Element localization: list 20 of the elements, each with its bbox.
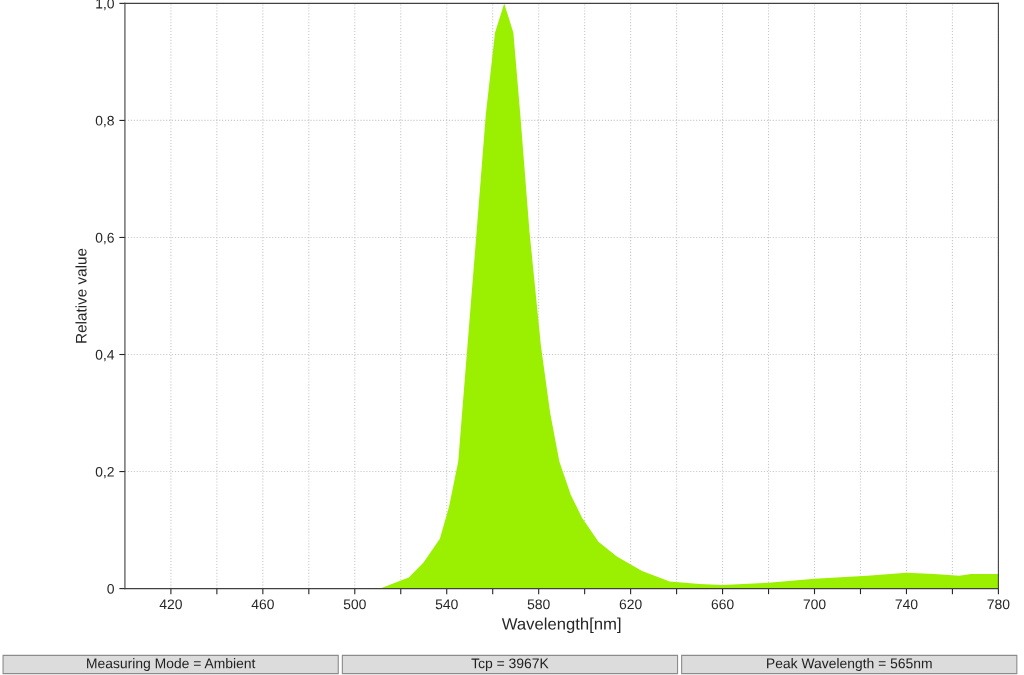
y-axis-title: Relative value	[75, 248, 87, 343]
x-tick-label: 540	[435, 599, 458, 610]
y-tick-label: 0	[107, 583, 114, 594]
y-tick-label: 0,2	[95, 466, 114, 479]
x-tick-label: 460	[251, 599, 274, 610]
x-tick-label: 780	[987, 599, 1010, 610]
y-tick-label: 0,8	[95, 115, 114, 128]
x-tick-label: 740	[895, 599, 918, 610]
x-tick-label: 620	[619, 599, 642, 610]
x-tick-label: 500	[343, 599, 366, 610]
text: Tcp = 3967K	[471, 658, 549, 672]
x-axis-title: Wavelength[nm]	[501, 617, 621, 634]
text: Measuring Mode = Ambient	[87, 658, 256, 672]
y-tick-label: 0,4	[95, 349, 115, 362]
x-tick-label: 420	[159, 599, 182, 610]
x-tick-label: 580	[527, 599, 550, 610]
x-tick-label: 660	[711, 599, 734, 610]
x-tick-label: 700	[803, 599, 826, 610]
y-tick-label: 0,6	[95, 232, 114, 245]
text: Peak Wavelength = 565nm	[767, 658, 932, 672]
